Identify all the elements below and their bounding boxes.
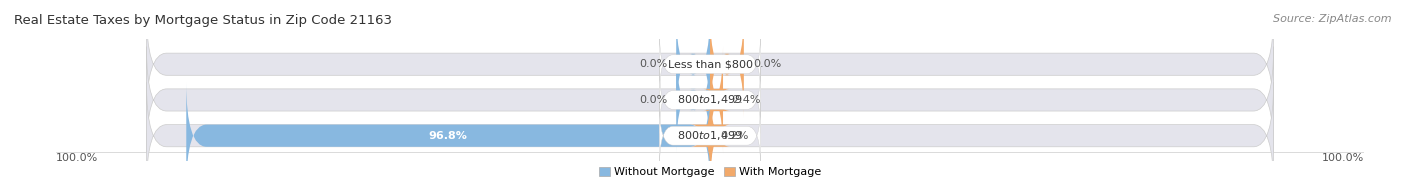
Text: 96.8%: 96.8% [429,131,468,141]
FancyBboxPatch shape [676,11,710,117]
FancyBboxPatch shape [659,102,761,169]
Text: Real Estate Taxes by Mortgage Status in Zip Code 21163: Real Estate Taxes by Mortgage Status in … [14,14,392,27]
FancyBboxPatch shape [690,83,730,189]
FancyBboxPatch shape [146,11,1274,117]
Text: Less than $800: Less than $800 [668,59,752,69]
FancyBboxPatch shape [703,47,730,153]
Text: 100.0%: 100.0% [56,153,98,163]
FancyBboxPatch shape [146,83,1274,189]
FancyBboxPatch shape [710,11,744,117]
Text: $800 to $1,499: $800 to $1,499 [678,129,742,142]
Text: 100.0%: 100.0% [1322,153,1364,163]
FancyBboxPatch shape [186,83,710,189]
FancyBboxPatch shape [676,47,710,153]
Text: 2.4%: 2.4% [733,95,761,105]
FancyBboxPatch shape [659,31,761,98]
FancyBboxPatch shape [659,66,761,133]
Legend: Without Mortgage, With Mortgage: Without Mortgage, With Mortgage [595,163,825,182]
Text: 0.0%: 0.0% [638,95,668,105]
FancyBboxPatch shape [146,47,1274,153]
Text: Source: ZipAtlas.com: Source: ZipAtlas.com [1274,14,1392,24]
Text: 0.0%: 0.0% [638,59,668,69]
Text: 0.2%: 0.2% [720,131,748,141]
Text: $800 to $1,499: $800 to $1,499 [678,93,742,106]
Text: 0.0%: 0.0% [752,59,782,69]
